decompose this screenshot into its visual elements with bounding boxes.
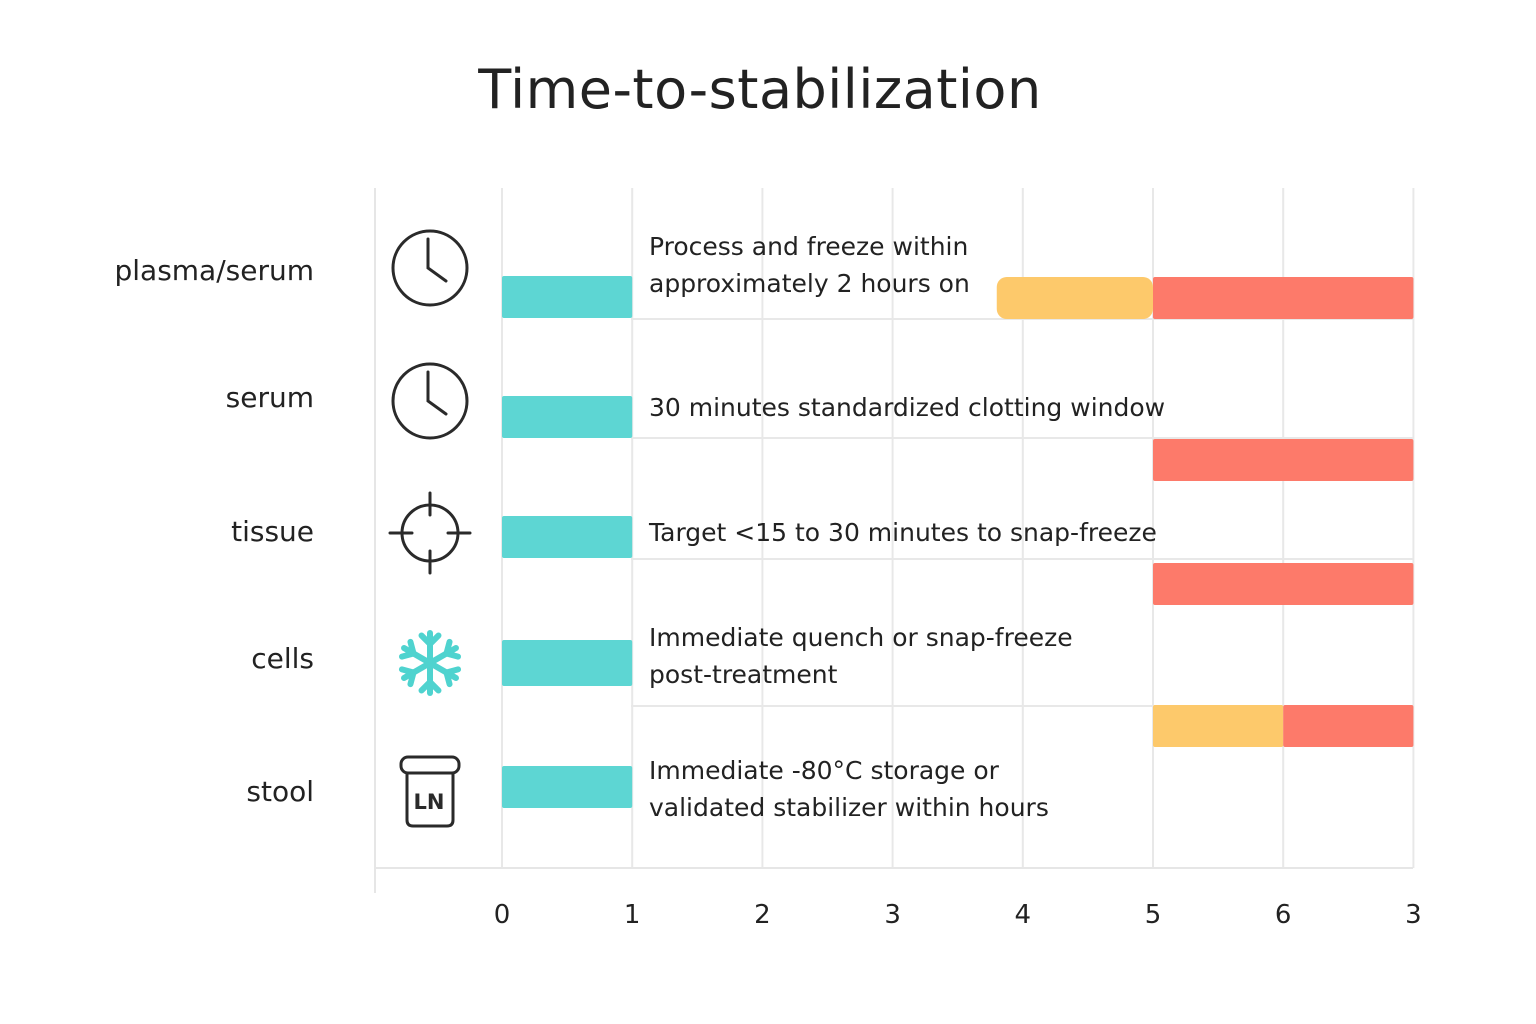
ln-container-icon: LN: [399, 755, 461, 828]
x-tick-label: 1: [623, 900, 641, 930]
bar-segment-red: [1153, 439, 1414, 481]
bar-segment-teal: [502, 766, 633, 808]
svg-text:LN: LN: [414, 790, 445, 814]
row-annotation: Immediate -80°C storage or validated sta…: [649, 756, 1049, 822]
x-tick-label: 0: [493, 900, 511, 930]
crosshair-icon: [388, 491, 472, 575]
bar-segment-amber: [1153, 705, 1284, 747]
row-label: tissue: [231, 515, 314, 548]
row-annotation: Process and freeze within approximately …: [649, 232, 970, 298]
clock-icon: [391, 362, 469, 440]
bar-segment-teal: [502, 276, 633, 318]
bar-segment-teal: [502, 396, 633, 438]
row-label: cells: [251, 642, 314, 675]
row-annotation: Target <15 to 30 minutes to snap-freeze: [649, 518, 1157, 547]
bar-segment-amber: [996, 277, 1153, 319]
x-tick-label: 3: [1405, 900, 1422, 930]
x-tick-label: 2: [754, 900, 771, 930]
chart-title: Time-to-stabilization: [478, 58, 1042, 121]
row-annotation: 30 minutes standardized clotting window: [649, 393, 1166, 422]
bar-segment-red: [1153, 277, 1414, 319]
clock-icon: [391, 229, 469, 307]
snowflake-icon: [398, 630, 462, 696]
bar-segment-red: [1153, 563, 1414, 605]
row-label: stool: [246, 775, 314, 808]
row-annotation: Immediate quench or snap-freeze post-tre…: [649, 623, 1073, 689]
row-label: serum: [225, 381, 314, 414]
bar-segment-teal: [502, 640, 633, 686]
x-tick-label: 3: [884, 900, 901, 930]
bar-segment-red: [1283, 705, 1414, 747]
x-tick-label: 4: [1014, 900, 1032, 930]
bar-segment-teal: [502, 516, 633, 558]
x-tick-label: 6: [1274, 900, 1292, 930]
x-tick-label: 5: [1144, 900, 1162, 930]
row-label: plasma/serum: [114, 254, 314, 287]
